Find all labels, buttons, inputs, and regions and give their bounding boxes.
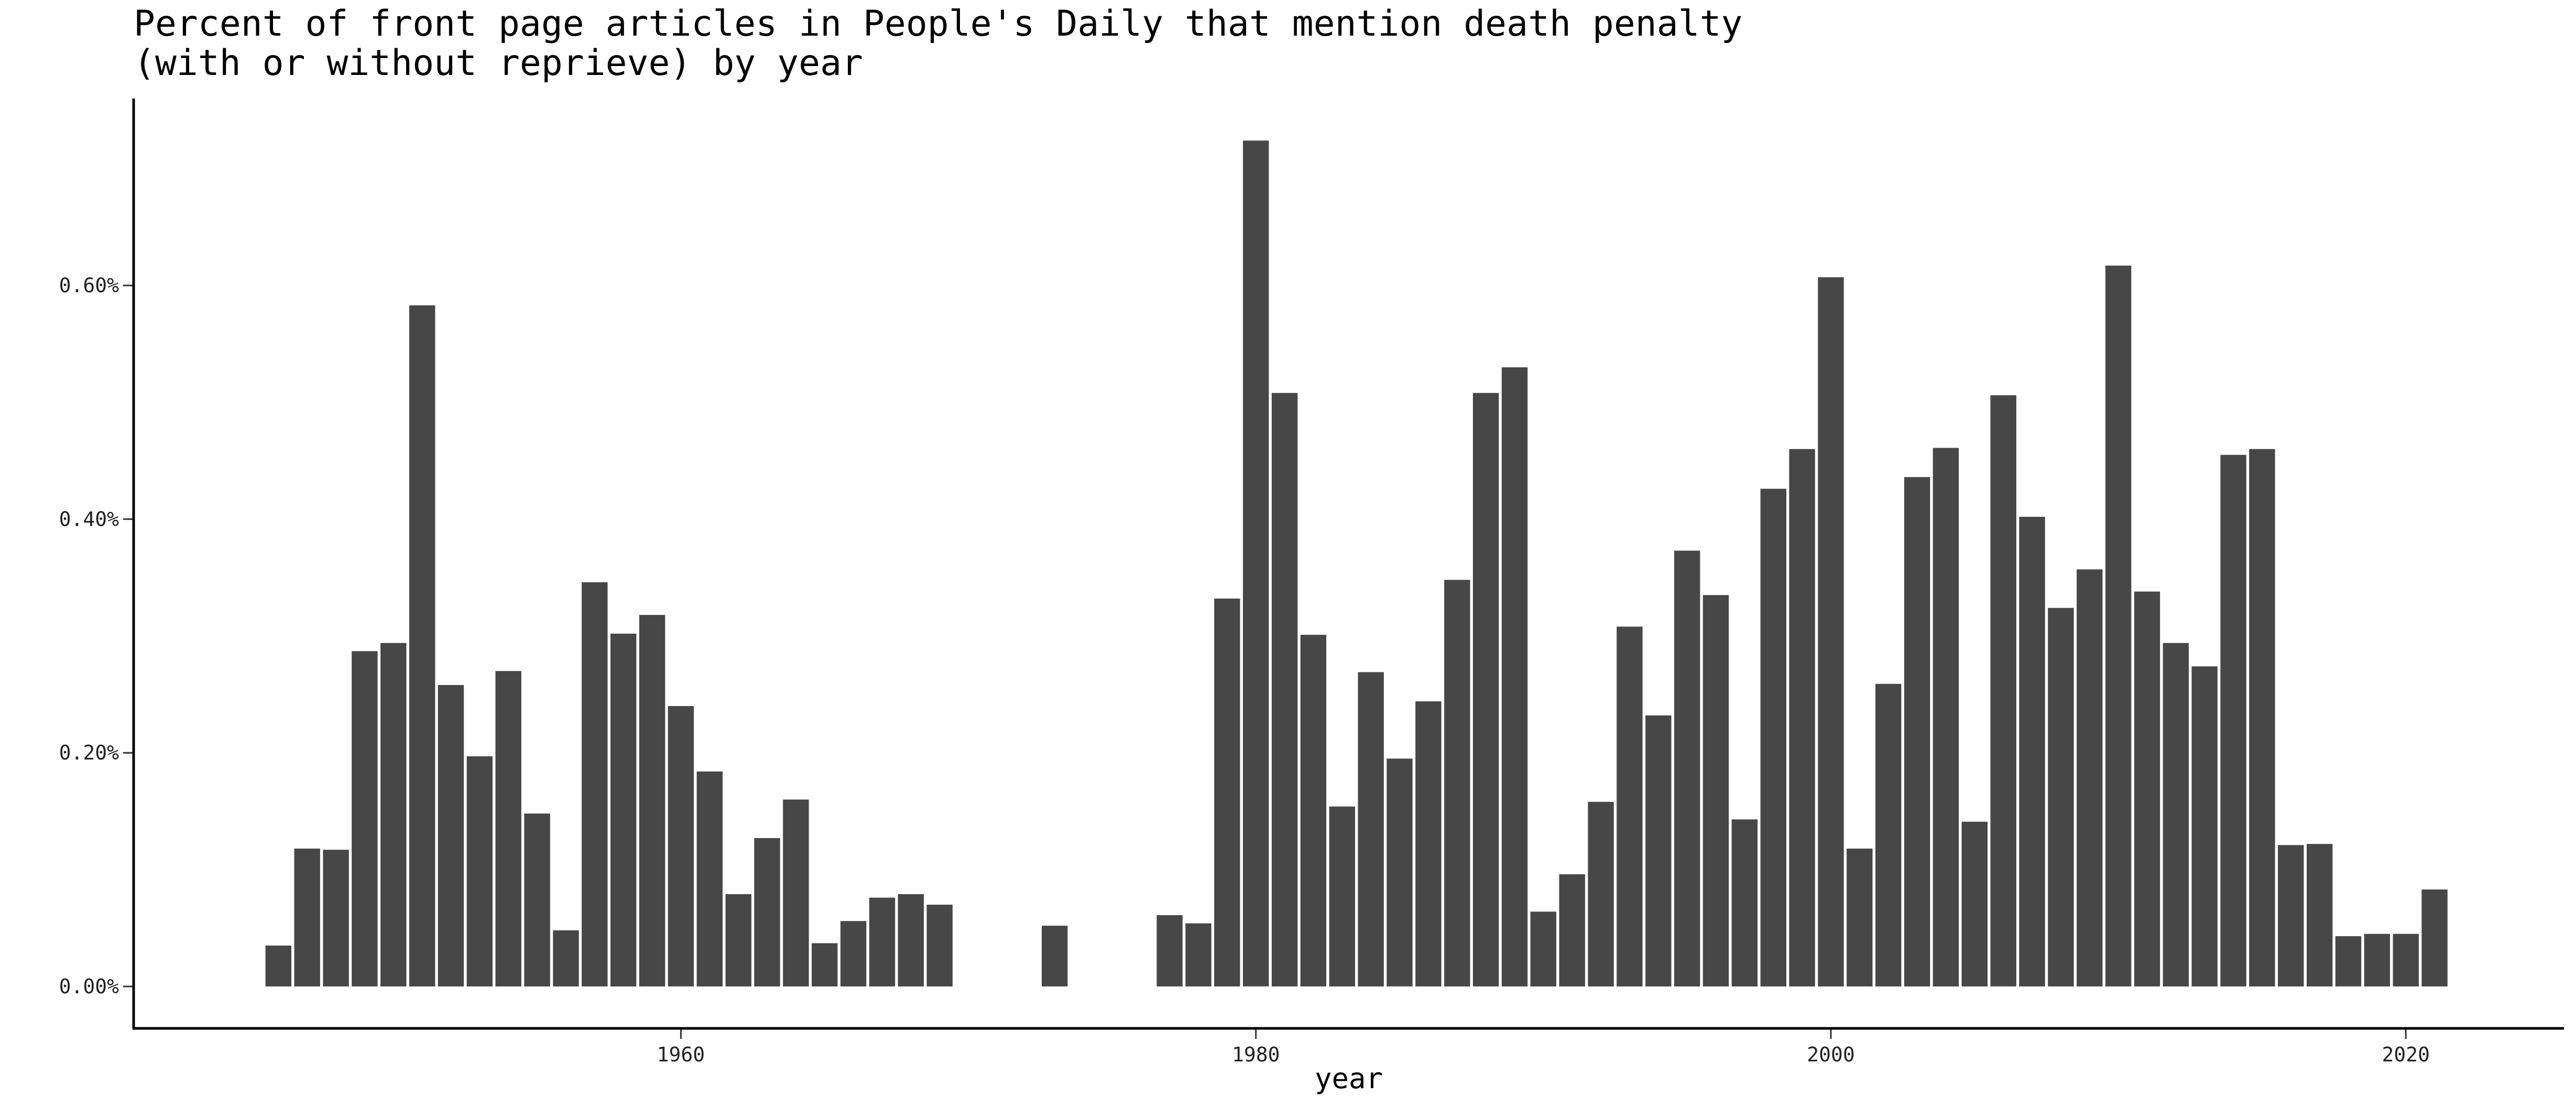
bar-2013 bbox=[2191, 666, 2218, 986]
bar-2002 bbox=[1875, 683, 1902, 986]
bar-1962 bbox=[725, 894, 751, 986]
bar-1985 bbox=[1387, 758, 1413, 986]
chart-title: Percent of front page articles in People… bbox=[134, 3, 1742, 45]
bar-1966 bbox=[840, 921, 867, 986]
chart-subtitle: (with or without reprieve) by year bbox=[134, 42, 863, 84]
bar-2015 bbox=[2249, 449, 2275, 987]
bar-1952 bbox=[438, 685, 464, 986]
bar-1973 bbox=[1042, 926, 1068, 986]
x-tick-label: 2020 bbox=[2382, 1043, 2430, 1066]
bar-1980 bbox=[1243, 140, 1269, 986]
bar-2004 bbox=[1933, 448, 1959, 986]
bar-1978 bbox=[1185, 923, 1211, 986]
bar-1983 bbox=[1329, 806, 1355, 986]
bar-2014 bbox=[2220, 454, 2246, 986]
x-axis-title: year bbox=[1315, 1062, 1383, 1095]
bar-1989 bbox=[1501, 367, 1528, 987]
bar-1960 bbox=[668, 706, 694, 986]
bar-1969 bbox=[926, 905, 953, 986]
bar-1948 bbox=[323, 850, 349, 986]
bar-2009 bbox=[2077, 569, 2103, 986]
bar-2017 bbox=[2307, 844, 2333, 986]
bar-1958 bbox=[610, 633, 637, 986]
y-tick-label: 0.20% bbox=[59, 741, 119, 764]
bar-1965 bbox=[812, 943, 838, 986]
bar-1992 bbox=[1588, 801, 1614, 986]
y-tick-label: 0.40% bbox=[59, 507, 119, 530]
bar-2019 bbox=[2364, 934, 2391, 986]
bar-1961 bbox=[696, 771, 723, 986]
bar-1984 bbox=[1358, 672, 1384, 986]
x-tick-label: 1980 bbox=[1232, 1043, 1280, 1066]
bar-1999 bbox=[1789, 449, 1815, 987]
x-tick-label: 1960 bbox=[657, 1043, 705, 1066]
bar-1988 bbox=[1472, 393, 1499, 987]
bar-1997 bbox=[1731, 819, 1758, 986]
bar-2016 bbox=[2278, 845, 2304, 986]
bar-2001 bbox=[1847, 849, 1873, 986]
bar-1977 bbox=[1156, 915, 1183, 986]
bar-1959 bbox=[639, 615, 665, 986]
bar-1991 bbox=[1559, 874, 1585, 986]
bar-2005 bbox=[1961, 821, 1988, 986]
bar-1998 bbox=[1760, 489, 1786, 986]
y-axis: 0.00% 0.20% 0.40% 0.60% bbox=[59, 274, 134, 998]
bar-2008 bbox=[2048, 607, 2074, 986]
bar-1953 bbox=[466, 756, 493, 986]
bar-1947 bbox=[294, 849, 320, 986]
bar-1994 bbox=[1645, 715, 1672, 986]
bar-1987 bbox=[1444, 580, 1470, 986]
y-tick-label: 0.60% bbox=[59, 274, 119, 297]
bar-1967 bbox=[869, 897, 896, 986]
bar-2006 bbox=[1990, 395, 2016, 986]
bar-1950 bbox=[380, 643, 407, 986]
bar-2021 bbox=[2421, 889, 2448, 986]
bar-1949 bbox=[352, 651, 378, 986]
bar-1996 bbox=[1702, 595, 1729, 986]
x-tick-label: 2000 bbox=[1807, 1043, 1855, 1066]
bar-2018 bbox=[2335, 936, 2362, 986]
bar-1990 bbox=[1530, 911, 1556, 986]
bar-2003 bbox=[1904, 477, 1930, 986]
bar-1951 bbox=[409, 305, 435, 986]
bar-1957 bbox=[582, 582, 608, 986]
bar-1979 bbox=[1214, 599, 1240, 986]
bar-1964 bbox=[783, 799, 809, 986]
bar-1963 bbox=[754, 838, 780, 986]
bar-1995 bbox=[1674, 550, 1700, 986]
bars-group bbox=[265, 140, 2448, 987]
y-tick-label: 0.00% bbox=[59, 975, 119, 998]
bar-1982 bbox=[1300, 635, 1327, 986]
bar-2000 bbox=[1818, 277, 1844, 986]
x-axis: 1960 1980 2000 2020 bbox=[657, 1028, 2430, 1066]
bar-2007 bbox=[2019, 517, 2045, 986]
bar-1955 bbox=[524, 813, 550, 986]
bar-2010 bbox=[2105, 265, 2132, 987]
bar-1986 bbox=[1415, 701, 1442, 986]
bar-2012 bbox=[2163, 643, 2189, 986]
bar-1954 bbox=[495, 671, 521, 986]
bar-1981 bbox=[1271, 393, 1298, 987]
bar-1968 bbox=[898, 894, 924, 986]
bar-1946 bbox=[265, 946, 291, 986]
bar-2020 bbox=[2393, 934, 2419, 986]
bar-1993 bbox=[1617, 626, 1643, 986]
bar-1956 bbox=[553, 930, 579, 986]
bar-2011 bbox=[2134, 591, 2160, 986]
